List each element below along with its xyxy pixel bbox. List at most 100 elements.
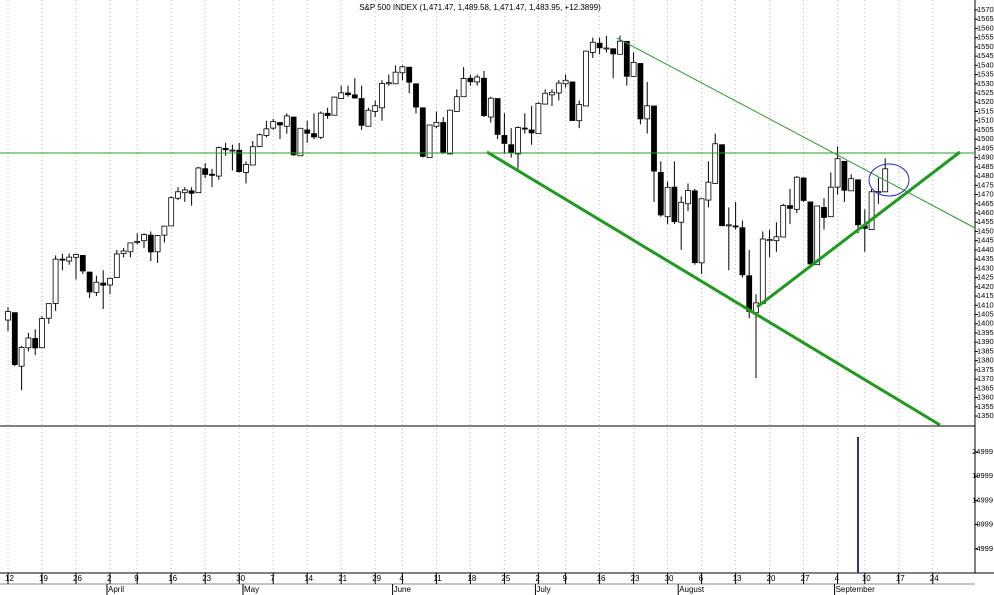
x-tick-label: 27 bbox=[801, 574, 810, 583]
candle-body bbox=[215, 147, 222, 177]
candle-body bbox=[868, 191, 875, 231]
candle-body bbox=[11, 312, 18, 365]
candle-body bbox=[481, 77, 487, 116]
candle-body bbox=[419, 107, 426, 157]
y-tick-label: 1500 bbox=[977, 134, 994, 143]
candle-body bbox=[807, 201, 814, 265]
y-tick-label: 1405 bbox=[977, 310, 994, 319]
highlight-circle bbox=[868, 163, 910, 197]
y-tick-label: 1365 bbox=[977, 383, 994, 392]
candle-body bbox=[147, 234, 154, 253]
candle-body bbox=[508, 144, 515, 153]
candle-body bbox=[800, 177, 807, 201]
candle-body bbox=[739, 227, 746, 276]
candle-body bbox=[433, 121, 440, 127]
candle-body bbox=[583, 50, 589, 107]
candle-body bbox=[793, 176, 800, 210]
x-tick-label: 10 bbox=[862, 574, 871, 583]
x-tick-label: 9 bbox=[563, 574, 568, 583]
candle-body bbox=[759, 238, 766, 304]
candle-body bbox=[814, 205, 821, 266]
candle-body bbox=[311, 133, 317, 138]
y-tick-label: 1445 bbox=[977, 236, 994, 245]
x-tick-label: 16 bbox=[168, 574, 177, 583]
candle-body bbox=[324, 112, 331, 116]
candle-body bbox=[365, 109, 372, 127]
x-tick-label: 4 bbox=[399, 574, 404, 583]
candle-body bbox=[45, 303, 52, 319]
y-tick-label: 1430 bbox=[977, 263, 994, 272]
y-tick-label: 1455 bbox=[977, 217, 994, 226]
x-tick-label: 2 bbox=[535, 574, 540, 583]
x-tick-label: 24 bbox=[930, 574, 939, 583]
candle-body bbox=[263, 128, 270, 136]
candle-body bbox=[297, 127, 304, 157]
candle-body bbox=[603, 47, 610, 50]
candle-body bbox=[107, 277, 113, 286]
candle-body bbox=[358, 98, 365, 126]
x-tick-label: 12 bbox=[5, 574, 14, 583]
candle-body bbox=[617, 40, 623, 55]
candle-body bbox=[304, 129, 311, 134]
candle-body bbox=[161, 225, 168, 236]
x-tick-label: 30 bbox=[665, 574, 674, 583]
candle-body bbox=[93, 281, 100, 293]
y-tick-label: 1380 bbox=[977, 356, 994, 365]
candle-body bbox=[657, 171, 664, 216]
x-tick-label: 20 bbox=[767, 574, 776, 583]
y-tick-label: 1390 bbox=[977, 337, 994, 346]
candle-body bbox=[698, 198, 705, 264]
candle-body bbox=[562, 79, 569, 85]
candle-body bbox=[73, 254, 79, 258]
y-tick-label: 1545 bbox=[977, 51, 994, 60]
candle-body bbox=[195, 167, 202, 194]
candle-body bbox=[671, 186, 678, 223]
candle-body bbox=[399, 66, 406, 74]
candle-body bbox=[589, 41, 596, 53]
y-tick-label: 1370 bbox=[977, 374, 994, 383]
candle-body bbox=[168, 197, 175, 227]
y-tick-label: 1440 bbox=[977, 245, 994, 254]
y-tick-label: 1540 bbox=[977, 60, 994, 69]
candle-body bbox=[467, 77, 474, 83]
candle-body bbox=[555, 82, 562, 94]
candle-body bbox=[338, 92, 345, 99]
candle-body bbox=[773, 236, 780, 242]
candle-body bbox=[141, 234, 147, 242]
x-tick-label: 6 bbox=[699, 574, 704, 583]
y-tick-label: 1495 bbox=[977, 143, 994, 152]
month-label: July bbox=[536, 585, 550, 594]
y-tick-label: 1515 bbox=[977, 106, 994, 115]
volume-bar bbox=[857, 437, 859, 573]
volume-y-tick-label: 4999 bbox=[976, 544, 993, 553]
y-tick-label: 1420 bbox=[977, 282, 994, 291]
y-tick-label: 1535 bbox=[977, 70, 994, 79]
candle-body bbox=[549, 91, 555, 96]
x-tick-label: 11 bbox=[433, 574, 442, 583]
candle-body bbox=[52, 258, 59, 304]
x-tick-label: 14 bbox=[304, 574, 313, 583]
x-tick-label: 29 bbox=[372, 574, 381, 583]
month-label: August bbox=[679, 585, 705, 594]
candle-body bbox=[515, 127, 521, 155]
y-tick-label: 1555 bbox=[977, 33, 994, 42]
candle-body bbox=[372, 105, 379, 112]
y-tick-label: 1570 bbox=[977, 5, 994, 14]
y-tick-label: 1465 bbox=[977, 199, 994, 208]
y-tick-label: 1550 bbox=[977, 42, 994, 51]
candle-body bbox=[834, 158, 841, 188]
candle-body bbox=[243, 164, 249, 173]
candle-body bbox=[644, 105, 651, 120]
y-tick-label: 1375 bbox=[977, 365, 994, 374]
candle-body bbox=[59, 258, 66, 261]
candle-body bbox=[596, 42, 603, 49]
candle-body bbox=[766, 239, 773, 242]
candle-body bbox=[440, 122, 447, 153]
candle-body bbox=[202, 168, 209, 175]
y-tick-label: 1425 bbox=[977, 273, 994, 282]
month-label: May bbox=[244, 585, 259, 594]
candle-body bbox=[460, 78, 467, 98]
candle-body bbox=[256, 134, 263, 147]
